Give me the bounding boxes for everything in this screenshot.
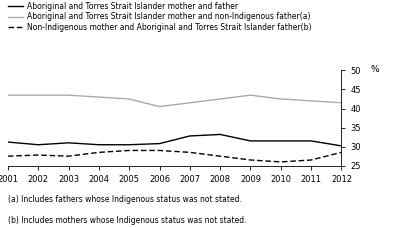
Legend: Aboriginal and Torres Strait Islander mother and father, Aboriginal and Torres S: Aboriginal and Torres Strait Islander mo… xyxy=(8,2,312,32)
Text: (a) Includes fathers whose Indigenous status was not stated.: (a) Includes fathers whose Indigenous st… xyxy=(8,195,242,204)
Text: (b) Includes mothers whose Indigenous status was not stated.: (b) Includes mothers whose Indigenous st… xyxy=(8,216,247,225)
Y-axis label: %: % xyxy=(370,65,379,74)
